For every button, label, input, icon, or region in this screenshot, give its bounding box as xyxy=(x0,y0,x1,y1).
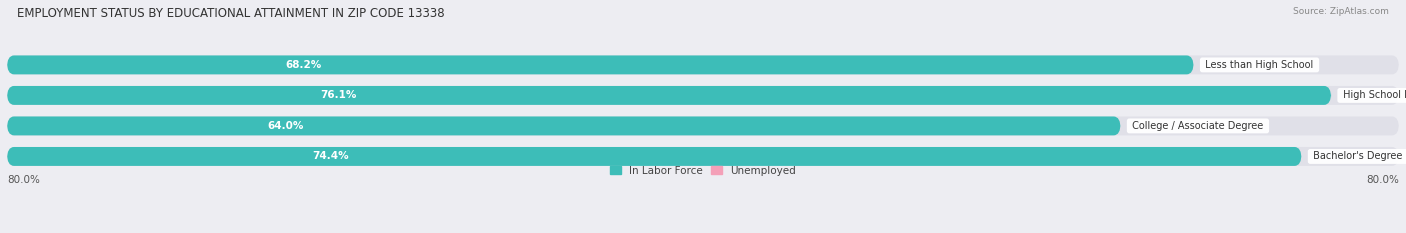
Text: College / Associate Degree: College / Associate Degree xyxy=(1129,121,1267,131)
Text: Less than High School: Less than High School xyxy=(1202,60,1317,70)
Text: 64.0%: 64.0% xyxy=(267,121,304,131)
Text: 76.1%: 76.1% xyxy=(319,90,356,100)
FancyBboxPatch shape xyxy=(7,55,1194,74)
Text: 68.2%: 68.2% xyxy=(285,60,322,70)
FancyBboxPatch shape xyxy=(7,86,1331,105)
Legend: In Labor Force, Unemployed: In Labor Force, Unemployed xyxy=(606,161,800,180)
FancyBboxPatch shape xyxy=(7,147,1399,166)
Text: 80.0%: 80.0% xyxy=(7,175,39,185)
Text: EMPLOYMENT STATUS BY EDUCATIONAL ATTAINMENT IN ZIP CODE 13338: EMPLOYMENT STATUS BY EDUCATIONAL ATTAINM… xyxy=(17,7,444,20)
FancyBboxPatch shape xyxy=(7,86,1399,105)
FancyBboxPatch shape xyxy=(7,147,1302,166)
FancyBboxPatch shape xyxy=(7,116,1399,135)
Text: Source: ZipAtlas.com: Source: ZipAtlas.com xyxy=(1294,7,1389,16)
Text: High School Diploma: High School Diploma xyxy=(1340,90,1406,100)
Text: 80.0%: 80.0% xyxy=(1367,175,1399,185)
Text: Bachelor's Degree or higher: Bachelor's Degree or higher xyxy=(1310,151,1406,161)
FancyBboxPatch shape xyxy=(7,116,1121,135)
Text: 74.4%: 74.4% xyxy=(312,151,349,161)
FancyBboxPatch shape xyxy=(7,55,1399,74)
